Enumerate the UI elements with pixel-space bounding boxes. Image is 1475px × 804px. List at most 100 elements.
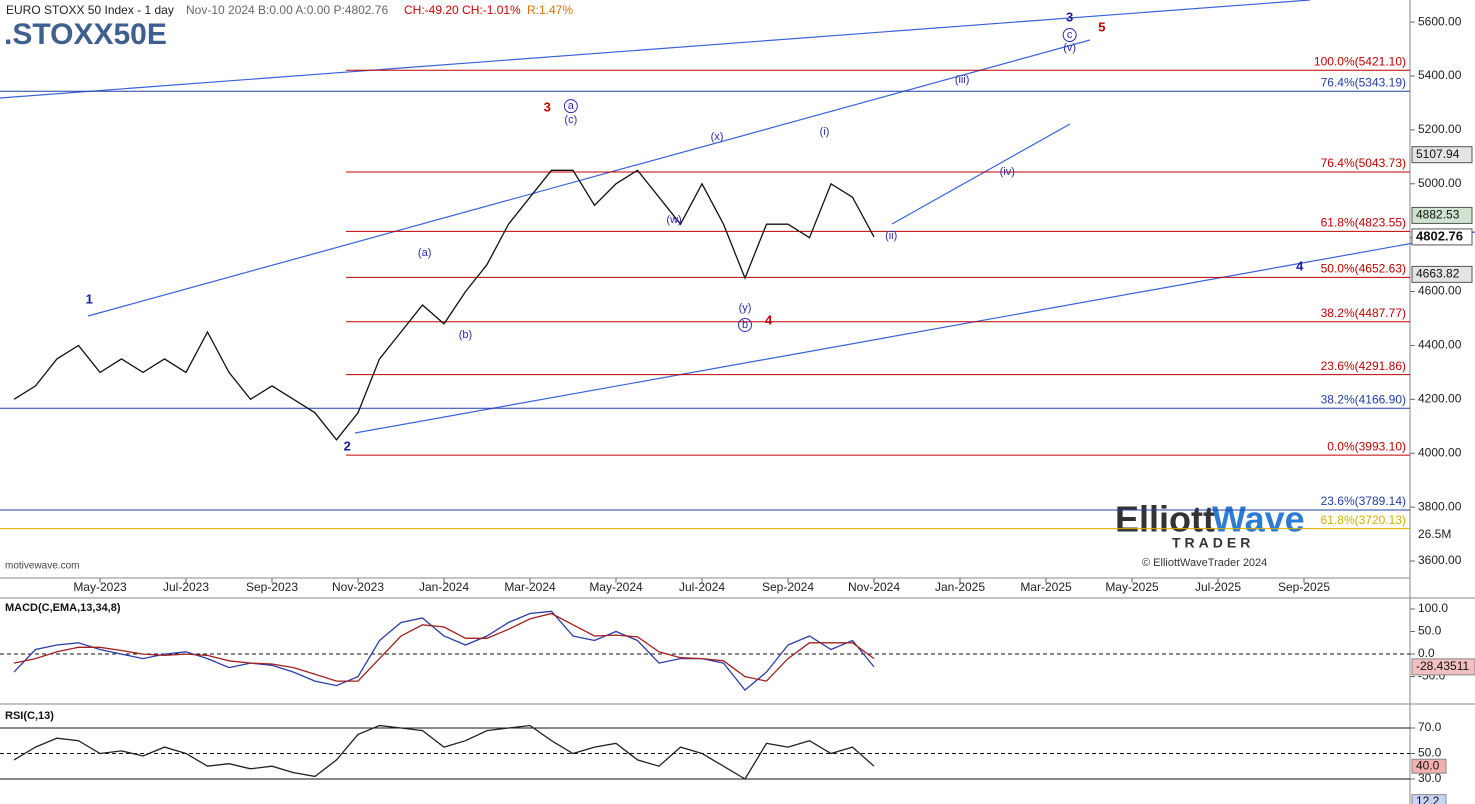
x-tick-label: May-2023 xyxy=(73,580,127,594)
x-tick-label: Jan-2024 xyxy=(419,580,469,594)
wave-label: 3 xyxy=(1066,9,1073,24)
wave-label: 2 xyxy=(344,438,351,453)
x-tick-label: May-2025 xyxy=(1105,580,1159,594)
price-tag-label: 4882.53 xyxy=(1416,208,1460,222)
y-tick-label: 3800.00 xyxy=(1418,499,1462,513)
logo: Elliott Wave TRADER © ElliottWaveTrader … xyxy=(1115,499,1305,569)
wave-label: (i) xyxy=(820,126,830,138)
y-tick-label: 5400.00 xyxy=(1418,68,1462,82)
x-tick-label: Mar-2024 xyxy=(504,580,556,594)
change: CH:-49.20 CH:-1.01% xyxy=(404,3,521,17)
logo-wave: Wave xyxy=(1212,499,1305,540)
price-tag xyxy=(1411,146,1473,164)
wave-label: (c) xyxy=(564,114,577,126)
value-tag xyxy=(1411,794,1447,804)
wave-label: a xyxy=(568,100,575,112)
x-tick-label: Jul-2023 xyxy=(163,580,209,594)
fib-label: 0.0%(3993.10) xyxy=(1327,439,1406,453)
y-tick-label: 4400.00 xyxy=(1418,338,1462,352)
y-tick-label: 3600.00 xyxy=(1418,553,1462,567)
trend-line xyxy=(891,123,1071,225)
y-tick-label: 100.0 xyxy=(1418,601,1448,615)
value-tag-label: 12.2 xyxy=(1416,794,1440,804)
x-tick-label: Jul-2024 xyxy=(679,580,725,594)
fib-label: 100.0%(5421.10) xyxy=(1314,54,1406,68)
y-tick-label: 50.0 xyxy=(1418,624,1442,638)
wave-label: (b) xyxy=(459,329,472,341)
wave-label: (ii) xyxy=(885,230,897,242)
y-tick-label: 0.0 xyxy=(1418,646,1435,660)
wave-label: 5 xyxy=(1098,19,1105,34)
y-tick-label: 4000.00 xyxy=(1418,445,1462,459)
value-tag-label: 40.0 xyxy=(1416,758,1440,772)
trend-line xyxy=(87,39,1091,317)
fib-label: 23.6%(3789.14) xyxy=(1321,494,1406,508)
fib-label: 61.8%(3720.13) xyxy=(1321,513,1406,527)
wave-label: b xyxy=(742,319,748,331)
x-tick-label: Nov-2023 xyxy=(332,580,384,594)
fib-label: 23.6%(4291.86) xyxy=(1321,359,1406,373)
x-tick-label: May-2024 xyxy=(589,580,643,594)
price-tag-label: 5107.94 xyxy=(1416,147,1460,161)
logo-trader: TRADER xyxy=(1172,535,1254,551)
value-tag-label: -28.43511 xyxy=(1416,659,1469,673)
trend-line xyxy=(354,231,1475,434)
wave-label: (iv) xyxy=(1000,166,1015,178)
price-line xyxy=(13,169,875,441)
wave-label: (x) xyxy=(711,131,724,143)
x-tick-label: Jan-2025 xyxy=(935,580,985,594)
x-tick-label: Jul-2025 xyxy=(1195,580,1241,594)
x-tick-label: Nov-2024 xyxy=(848,580,900,594)
x-tick-label: Sep-2024 xyxy=(762,580,814,594)
y-tick-label: 5000.00 xyxy=(1418,176,1462,190)
y-tick-label: 4600.00 xyxy=(1418,284,1462,298)
x-tick-label: Sep-2023 xyxy=(246,580,298,594)
y-tick-label: 30.0 xyxy=(1418,771,1442,785)
trend-lines xyxy=(0,0,1475,434)
quote: Nov-10 2024 B:0.00 A:0.00 P:4802.76 xyxy=(186,3,388,17)
plot-bg xyxy=(0,0,1410,804)
range: R:1.47% xyxy=(527,3,573,17)
value-tag xyxy=(1411,758,1447,774)
wave-label: (iii) xyxy=(955,74,970,86)
x-tick-label: Sep-2025 xyxy=(1278,580,1330,594)
symbol: .STOXX50E xyxy=(4,18,167,51)
logo-elliott: Elliott xyxy=(1115,499,1215,540)
y-tick-label: 50.0 xyxy=(1418,746,1442,760)
logo-copyright: © ElliottWaveTrader 2024 xyxy=(1142,557,1267,569)
wave-label: 3 xyxy=(544,99,551,114)
price-tag-label: 4802.76 xyxy=(1416,228,1463,243)
price-tag xyxy=(1411,228,1473,246)
price-tag-label: 4663.82 xyxy=(1416,267,1460,281)
wave-label: (w) xyxy=(666,214,681,226)
fib-label: 76.4%(5043.73) xyxy=(1321,156,1406,170)
y-tick-label: 4200.00 xyxy=(1418,392,1462,406)
volume-tag: 26.5M xyxy=(1418,527,1451,541)
panel-title: RSI(C,13) xyxy=(5,710,54,722)
wave-label: 4 xyxy=(765,313,773,328)
y-tick-label: 5600.00 xyxy=(1418,14,1462,28)
fib-label: 38.2%(4487.77) xyxy=(1321,306,1406,320)
wave-circle xyxy=(1062,28,1077,43)
wave-label: 4 xyxy=(1296,259,1304,274)
y-tick-label: 70.0 xyxy=(1418,720,1442,734)
wave-label: (v) xyxy=(1063,42,1076,54)
chart-title: EURO STOXX 50 Index - 1 day xyxy=(6,3,174,17)
x-tick-label: Mar-2025 xyxy=(1020,580,1072,594)
fib-label: 76.4%(5343.19) xyxy=(1321,75,1406,89)
y-tick-label: 5200.00 xyxy=(1418,122,1462,136)
wave-label: (a) xyxy=(418,247,431,259)
price-tag xyxy=(1411,206,1473,224)
fib-label: 50.0%(4652.63) xyxy=(1321,262,1406,276)
wave-label: (y) xyxy=(739,302,752,314)
indicator-line xyxy=(13,612,875,682)
fib-label: 61.8%(4823.55) xyxy=(1321,215,1406,229)
fib-label: 38.2%(4166.90) xyxy=(1321,392,1406,406)
wave-label: 1 xyxy=(86,292,93,307)
wave-label: c xyxy=(1067,29,1073,41)
wave-circle xyxy=(563,99,578,114)
panel-title: MACD(C,EMA,13,34,8) xyxy=(5,602,121,614)
trend-line xyxy=(0,0,1311,99)
